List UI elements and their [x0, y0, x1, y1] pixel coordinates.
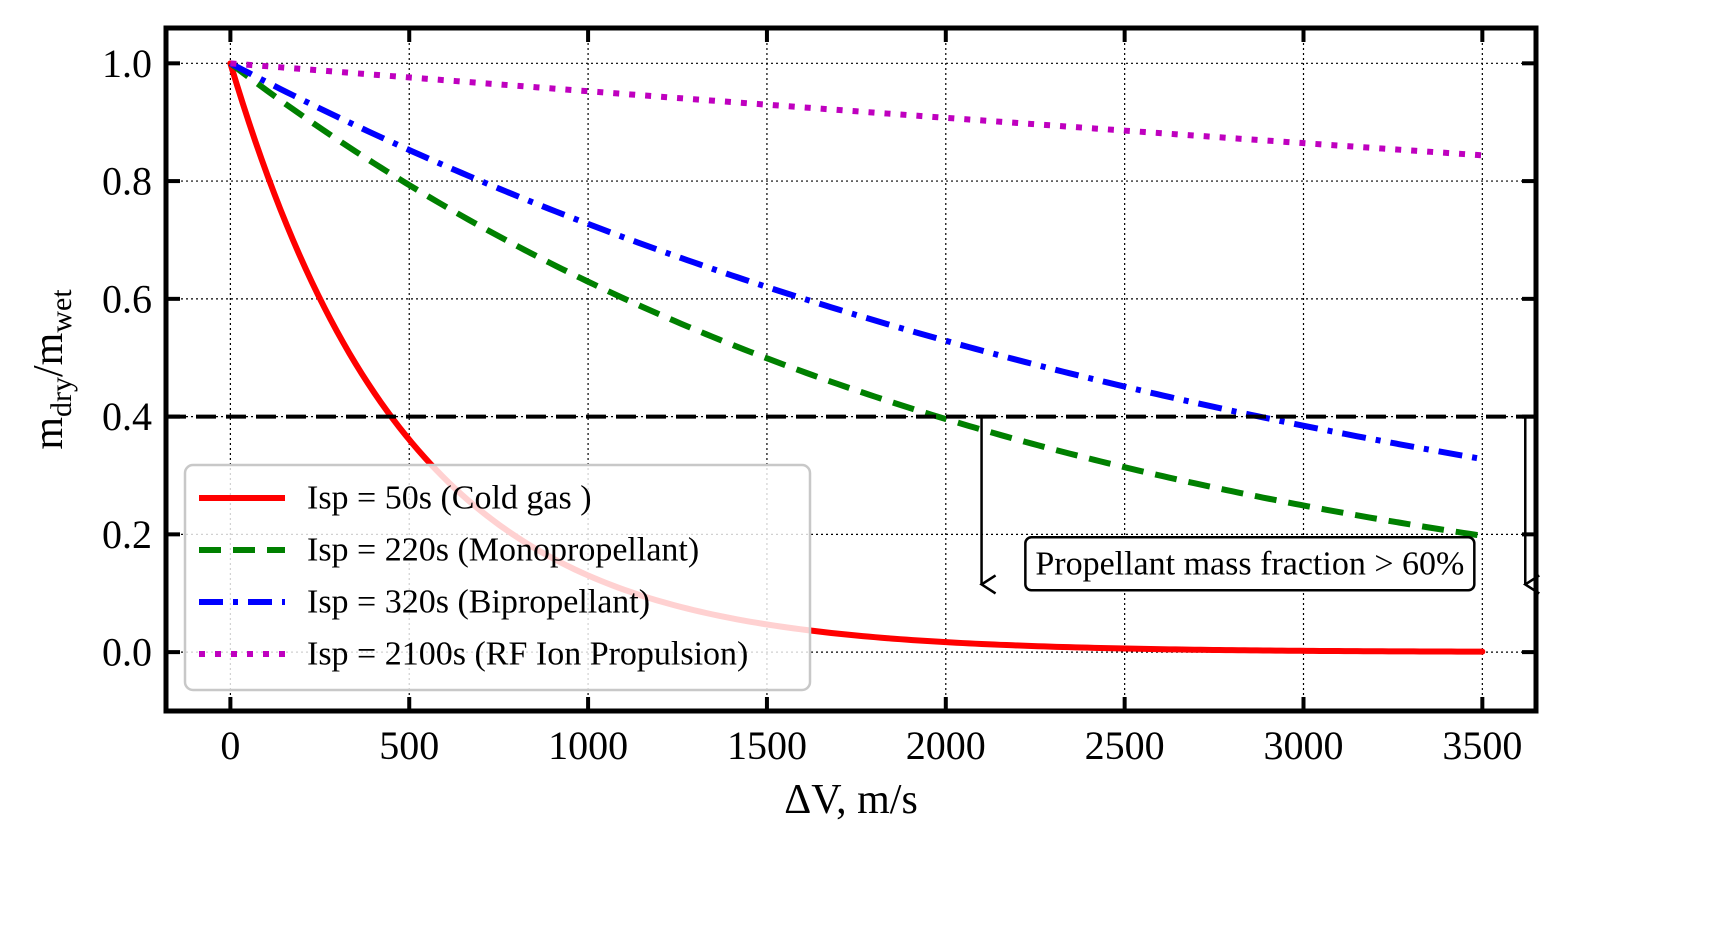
- x-axis-title: ΔV, m/s: [784, 777, 918, 823]
- x-tick-label: 500: [379, 723, 439, 768]
- x-tick-label: 2500: [1085, 723, 1165, 768]
- y-axis-title-den: m: [26, 332, 72, 365]
- annotation-layer: Propellant mass fraction > 60%: [1024, 536, 1476, 592]
- y-axis-title-num-sub: dry: [45, 377, 78, 417]
- y-axis-title-den-sub: wet: [45, 289, 78, 333]
- series-line: [228, 60, 1483, 539]
- x-tick-label: 3500: [1442, 723, 1522, 768]
- y-tick-label: 0.0: [102, 630, 152, 675]
- y-tick-label: 0.2: [102, 512, 152, 557]
- legend: Isp = 50s (Cold gas ) Isp = 220s (Monopro…: [183, 463, 812, 692]
- x-tick-label: 3000: [1263, 723, 1343, 768]
- y-tick-label: 0.8: [102, 159, 152, 204]
- x-tick-label: 1500: [727, 723, 807, 768]
- x-tick-label: 0: [220, 723, 240, 768]
- x-tick-label: 2000: [906, 723, 986, 768]
- annotation-box: [1024, 536, 1476, 592]
- plot-frame: [163, 25, 1539, 714]
- y-tick-label: 1.0: [102, 41, 152, 86]
- x-tick-label: 1000: [548, 723, 628, 768]
- y-tick-label: 0.4: [102, 394, 152, 439]
- series-line: [229, 60, 1483, 462]
- legend-label: Isp = 220s (Monopropellant): [307, 532, 699, 569]
- series-line: [230, 60, 1483, 159]
- y-axis-title-num: m: [26, 417, 72, 450]
- legend-label: Isp = 320s (Bipropellant): [307, 584, 650, 621]
- threshold-layer: [166, 414, 1536, 585]
- y-axis-title: mdry/mwet: [26, 289, 78, 450]
- legend-label: Isp = 50s (Cold gas ): [307, 480, 592, 517]
- y-tick-label: 0.6: [102, 276, 152, 321]
- legend-box: [183, 463, 812, 692]
- legend-label: Isp = 2100s (RF Ion Propulsion): [307, 636, 748, 673]
- annotation-text: Propellant mass fraction > 60%: [1035, 545, 1464, 582]
- axis-ticks: 0 500 1000 1500 2000 2500 3000 3500 0.0 0.2 0.4 0.6…: [102, 28, 1536, 768]
- plot-border: [163, 25, 1539, 714]
